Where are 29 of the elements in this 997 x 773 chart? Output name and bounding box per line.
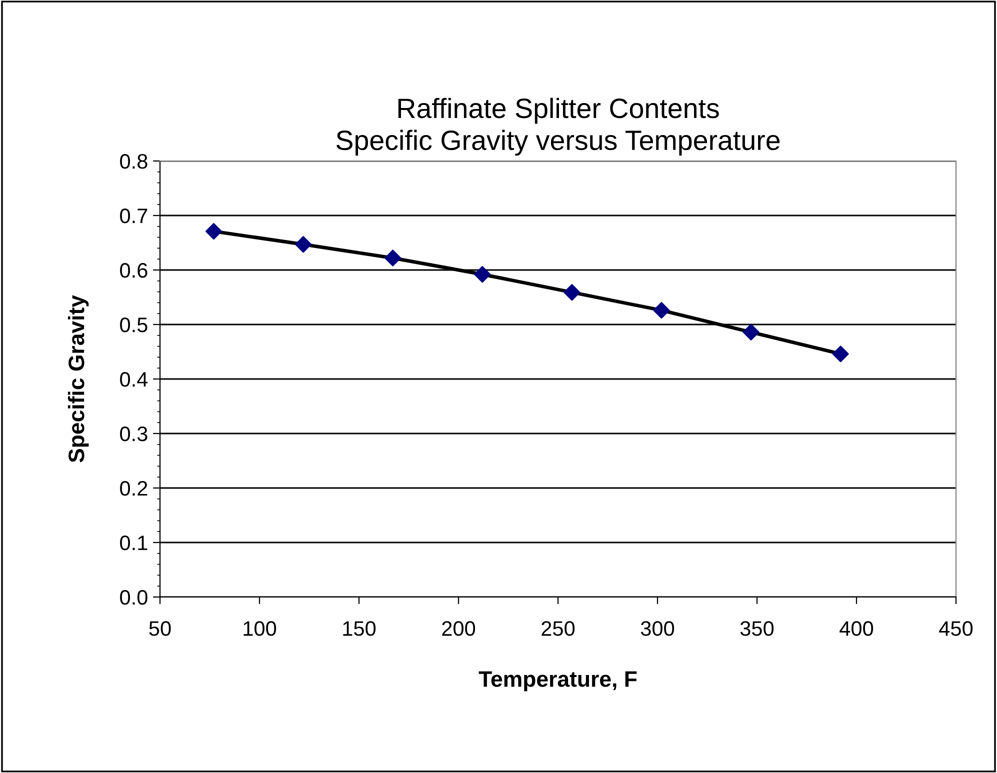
x-tick-label: 150 (343, 621, 376, 636)
point (832, 346, 849, 362)
x-tick-label: 400 (840, 621, 874, 636)
point (294, 236, 312, 253)
point (205, 223, 222, 240)
point (564, 284, 580, 301)
chart-title: Raffinate Splitter Contents Specific Gravity versus Temperature (336, 98, 780, 156)
y-tick-label: 0.4 (120, 372, 148, 387)
x-tick-label: 250 (542, 621, 575, 636)
x-tick-label: 450 (939, 621, 973, 636)
x-tick-label: 200 (442, 621, 476, 636)
point (474, 266, 491, 283)
x-axis-title: Temperature, F (478, 671, 637, 692)
x-tick-label: 100 (244, 621, 276, 636)
y-tick-label: 0.6 (120, 263, 148, 278)
y-tick-label: 0.1 (120, 536, 148, 550)
y-tick-label: 0.8 (120, 154, 148, 169)
y-tick-label: 0.5 (120, 318, 148, 332)
point (653, 302, 670, 319)
y-tick-label: 0.2 (120, 481, 148, 496)
x-tick-label: 300 (640, 621, 674, 636)
point (742, 324, 760, 340)
x-tick-label: 50 (149, 621, 171, 636)
y-tick-label: 0.3 (120, 426, 148, 442)
y-tick-label: 0.7 (120, 208, 148, 224)
y-tick-label: 0.0 (120, 590, 148, 605)
x-tick-label: 350 (740, 621, 774, 636)
point (384, 250, 402, 266)
y-axis-title: Specific Gravity (68, 295, 89, 462)
